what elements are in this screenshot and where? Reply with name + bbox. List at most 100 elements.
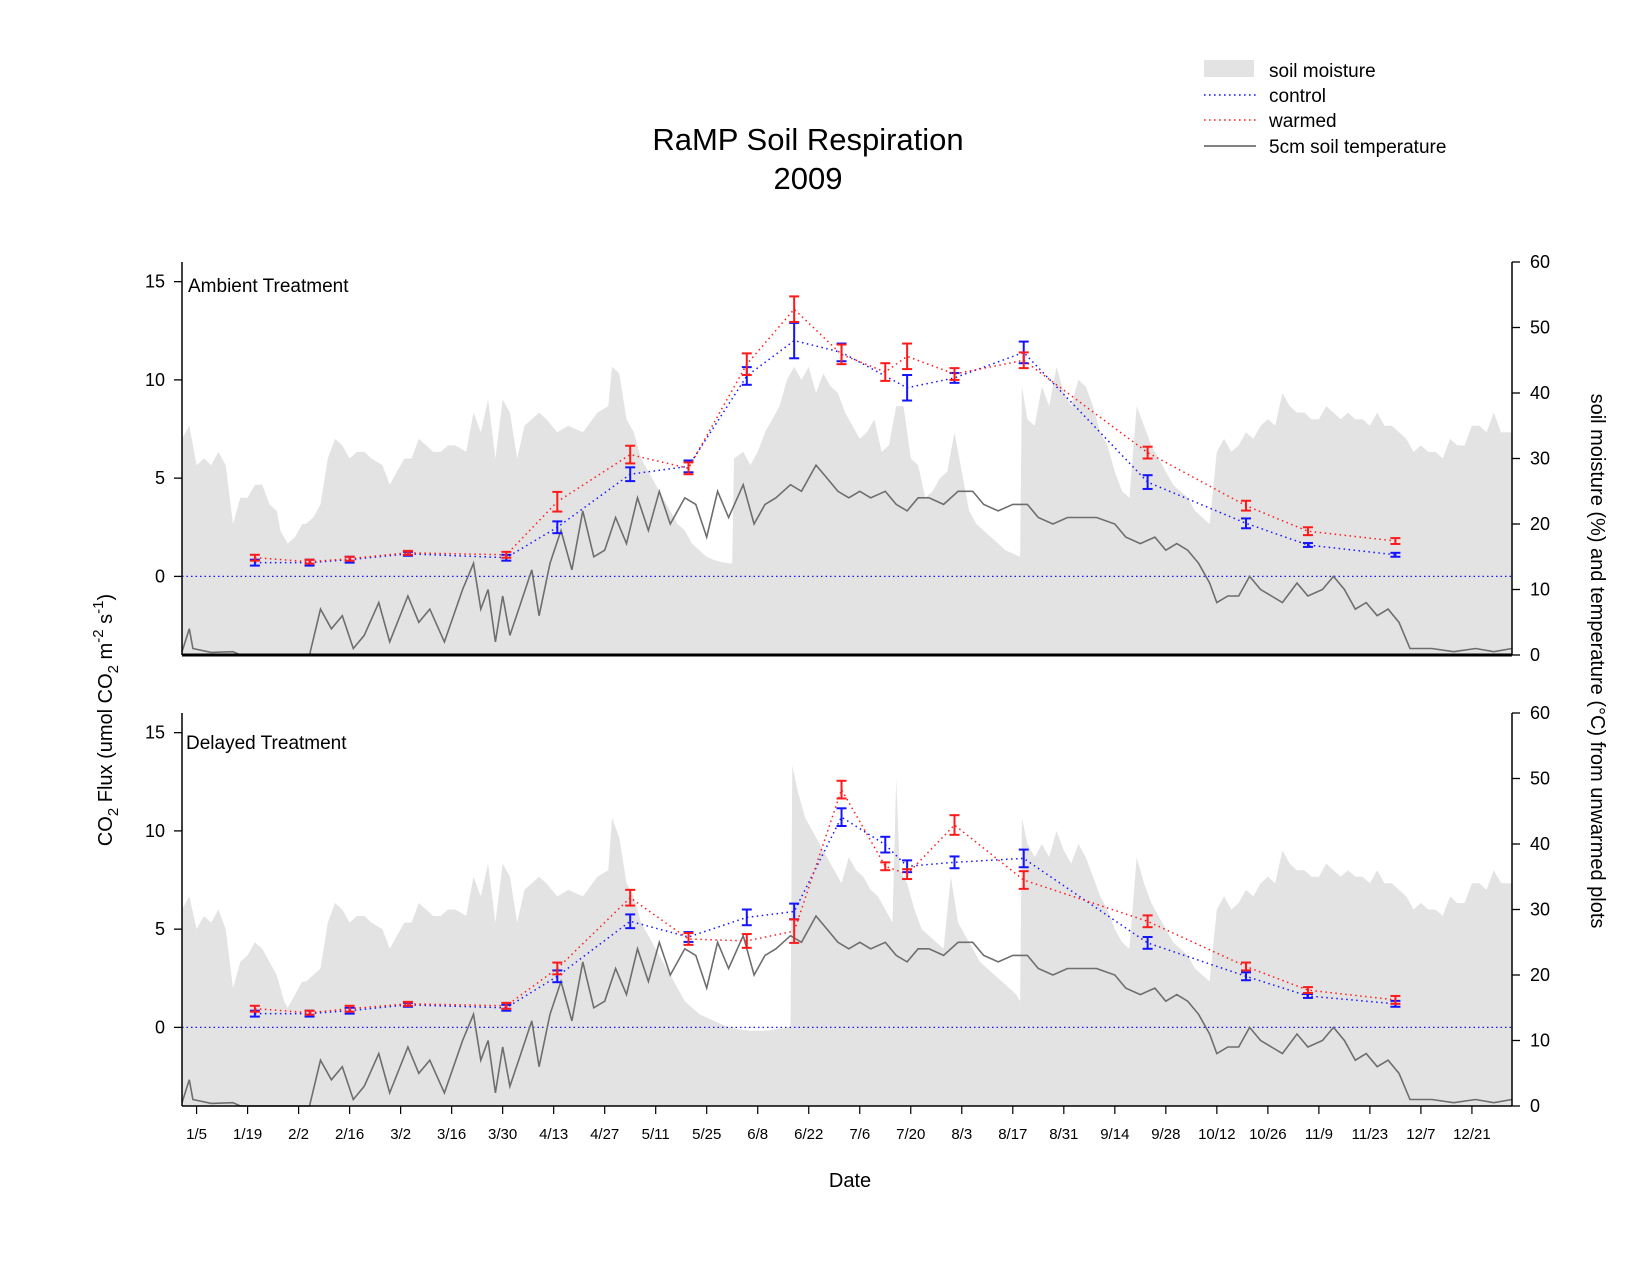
left-tick-label: 10 (145, 370, 165, 390)
x-tick-label: 8/31 (1049, 1126, 1078, 1143)
left-tick-label: 10 (145, 821, 165, 841)
control-point (625, 913, 636, 930)
chart-subtitle: 2009 (774, 161, 843, 196)
control-point (1241, 517, 1251, 530)
warmed-point (1302, 526, 1313, 537)
soil-temperature-line (181, 463, 1513, 656)
warmed-point (344, 1004, 355, 1013)
warmed-point (344, 555, 355, 562)
x-tick-label: 6/22 (794, 1126, 823, 1143)
x-tick-label: 11/23 (1352, 1126, 1388, 1143)
right-tick-label: 10 (1530, 1031, 1550, 1051)
warmed-point (949, 814, 960, 836)
left-tick-label: 15 (145, 723, 165, 743)
panel-label-delayed: Delayed Treatment (186, 733, 347, 754)
x-tick-label: 7/20 (896, 1126, 925, 1143)
chart-title: RaMP Soil Respiration (652, 122, 963, 157)
x-tick-label: 12/7 (1406, 1126, 1435, 1143)
warmed-point (625, 888, 636, 907)
x-tick-label: 5/11 (642, 1126, 670, 1143)
x-tick-label: 10/26 (1249, 1126, 1287, 1143)
control-point (880, 835, 891, 854)
control-point (741, 908, 752, 927)
warmed-point (1241, 961, 1251, 972)
control-point (1390, 551, 1401, 558)
right-tick-label: 20 (1530, 514, 1550, 534)
control-point (836, 807, 847, 827)
warmed-point (1390, 994, 1401, 1005)
control-point (1142, 474, 1153, 490)
panel-delayed: 0 5 10 15 0 10 20 30 40 50 60 (145, 703, 1550, 1116)
x-tick-label: 3/16 (437, 1126, 466, 1143)
warmed-point (902, 868, 913, 881)
warmed-point (880, 362, 891, 382)
control-point (949, 855, 960, 870)
warmed-point (249, 553, 260, 562)
left-tick-label: 15 (145, 272, 165, 292)
warmed-point (1018, 870, 1029, 890)
warmed-point (789, 295, 800, 323)
x-tick-label: 9/28 (1151, 1126, 1180, 1143)
x-tick-label: 6/8 (747, 1126, 768, 1143)
x-tick-label: 1/19 (233, 1126, 262, 1143)
x-tick-label: 2/2 (288, 1126, 309, 1143)
control-point (552, 520, 563, 535)
x-tick-label: 5/25 (692, 1126, 721, 1143)
right-tick-label: 60 (1530, 703, 1550, 723)
x-tick-label: 4/13 (539, 1126, 568, 1143)
panel-ambient: 0 5 10 15 0 10 20 30 40 50 60 (145, 252, 1550, 665)
warmed-point (501, 550, 512, 559)
x-tick-label: 8/3 (951, 1126, 972, 1143)
warmed-point (1241, 499, 1251, 512)
control-point (1018, 848, 1029, 869)
plot-area: 0 5 10 15 0 10 20 30 40 50 60 0 5 10 15 0 10 20 30 40 50 60 1/… (145, 252, 1550, 1143)
warmed-point (1142, 445, 1153, 460)
control-point (1302, 541, 1313, 548)
x-tick-label: 10/12 (1198, 1126, 1236, 1143)
soil-moisture-area (182, 765, 1512, 1106)
warmed-point (402, 1000, 413, 1007)
legend-label-control: control (1269, 86, 1326, 107)
x-tick-label: 2/16 (335, 1126, 364, 1143)
left-tick-label: 0 (155, 1017, 165, 1037)
warmed-point (625, 444, 636, 465)
panel-label-ambient: Ambient Treatment (188, 276, 349, 297)
x-tick-label: 1/5 (186, 1126, 207, 1143)
legend-label-warmed: warmed (1268, 111, 1337, 132)
y-axis-title-right: soil moisture (%) and temperature (°C) f… (1586, 394, 1608, 929)
x-tick-label: 7/6 (849, 1126, 870, 1143)
warmed-point (683, 461, 694, 476)
warmed-point (501, 1001, 512, 1010)
control-point (902, 373, 913, 402)
legend: soil moisture control warmed 5cm soil te… (1204, 60, 1446, 158)
x-axis: 1/5 1/19 2/2 2/16 3/2 3/16 3/30 4/13 4/27 5/11 5/2… (186, 1106, 1491, 1143)
right-tick-label: 10 (1530, 580, 1550, 600)
warmed-point (1302, 986, 1313, 995)
warmed-point (402, 549, 413, 556)
warmed-point (304, 1009, 315, 1016)
right-tick-label: 50 (1530, 769, 1550, 789)
warmed-point (249, 1004, 260, 1013)
right-tick-label: 40 (1530, 834, 1550, 854)
left-tick-label: 0 (155, 566, 165, 586)
warmed-point (902, 342, 913, 371)
warmed-point (880, 861, 891, 872)
warmed-point (949, 367, 960, 381)
warmed-point (683, 932, 694, 946)
warmed-point (1390, 537, 1401, 545)
left-tick-label: 5 (155, 468, 165, 488)
warmed-point (741, 352, 752, 376)
warmed-point (1142, 914, 1153, 929)
warmed-point (836, 779, 847, 800)
control-point (1241, 971, 1251, 982)
x-tick-label: 11/9 (1305, 1126, 1333, 1143)
warmed-point (552, 961, 563, 976)
soil-temperature-line (181, 914, 1513, 1107)
warmed-point (789, 918, 800, 944)
right-tick-label: 20 (1530, 965, 1550, 985)
right-tick-label: 0 (1530, 645, 1540, 665)
warmed-point (552, 490, 563, 513)
right-tick-label: 30 (1530, 900, 1550, 920)
legend-label-soil-moisture: soil moisture (1269, 61, 1376, 82)
